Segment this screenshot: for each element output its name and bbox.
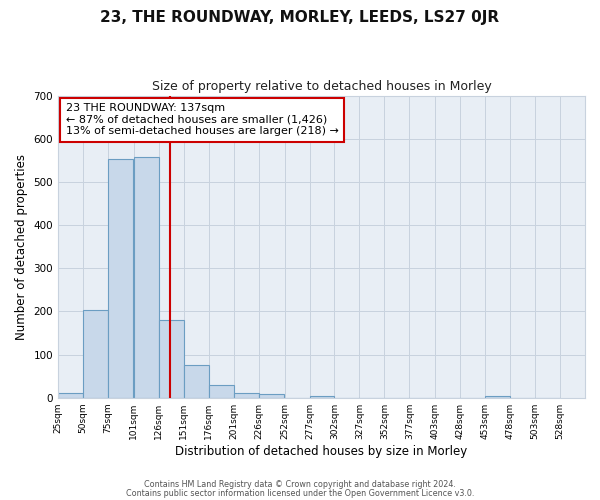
Text: 23, THE ROUNDWAY, MORLEY, LEEDS, LS27 0JR: 23, THE ROUNDWAY, MORLEY, LEEDS, LS27 0J… xyxy=(100,10,500,25)
Text: Contains HM Land Registry data © Crown copyright and database right 2024.: Contains HM Land Registry data © Crown c… xyxy=(144,480,456,489)
Bar xyxy=(134,158,159,398)
Bar xyxy=(259,394,284,398)
Bar xyxy=(108,158,133,398)
Bar xyxy=(184,365,209,398)
X-axis label: Distribution of detached houses by size in Morley: Distribution of detached houses by size … xyxy=(175,444,467,458)
Text: Contains public sector information licensed under the Open Government Licence v3: Contains public sector information licen… xyxy=(126,489,474,498)
Bar xyxy=(83,310,108,398)
Bar xyxy=(209,385,233,398)
Text: 23 THE ROUNDWAY: 137sqm
← 87% of detached houses are smaller (1,426)
13% of semi: 23 THE ROUNDWAY: 137sqm ← 87% of detache… xyxy=(66,103,339,136)
Bar xyxy=(159,320,184,398)
Bar xyxy=(310,396,334,398)
Bar xyxy=(485,396,510,398)
Y-axis label: Number of detached properties: Number of detached properties xyxy=(15,154,28,340)
Bar xyxy=(233,394,259,398)
Title: Size of property relative to detached houses in Morley: Size of property relative to detached ho… xyxy=(152,80,491,93)
Bar xyxy=(58,392,83,398)
